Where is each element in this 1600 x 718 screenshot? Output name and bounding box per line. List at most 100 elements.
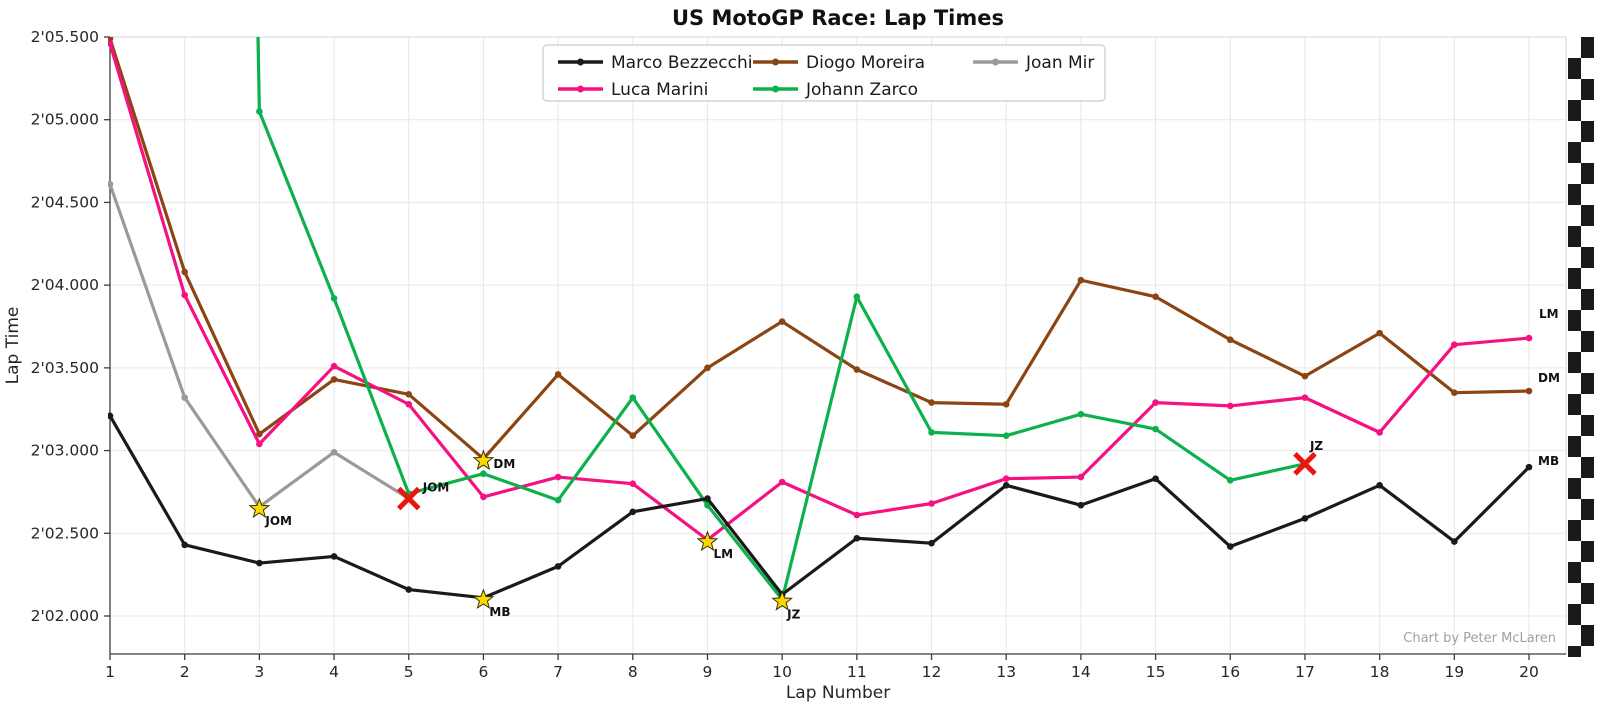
data-point-diogo-moreira xyxy=(330,376,338,383)
data-point-joan-mir xyxy=(108,180,114,188)
legend: Marco Bezzecchi Luca Marini Diogo Moreira J… xyxy=(542,44,1106,102)
data-point-diogo-moreira xyxy=(629,432,637,439)
x-tick-label: 3 xyxy=(254,663,264,681)
data-point-luca-marini xyxy=(1525,334,1533,342)
checker-square xyxy=(1568,604,1581,625)
legend-swatch-marker xyxy=(992,58,999,66)
data-point-diogo-moreira xyxy=(928,399,935,406)
checker-square xyxy=(1568,478,1581,499)
legend-label: Joan Mir xyxy=(1025,53,1094,73)
fastest-lap-star xyxy=(771,590,794,611)
y-tick-label: 2'03.000 xyxy=(31,442,99,460)
x-tick-label: 6 xyxy=(478,663,488,681)
x-tick-label: 19 xyxy=(1444,663,1464,681)
checker-square xyxy=(1581,499,1594,520)
data-point-luca-marini xyxy=(256,440,263,448)
data-point-diogo-moreira xyxy=(1525,387,1533,395)
checker-square xyxy=(1568,352,1581,373)
legend-label: Marco Bezzecchi xyxy=(611,53,752,73)
data-point-marco-bezzecchi xyxy=(330,553,338,560)
data-point-marco-bezzecchi xyxy=(554,563,562,570)
data-point-marco-bezzecchi xyxy=(853,534,861,542)
data-point-marco-bezzecchi xyxy=(405,586,413,593)
x-tick-label: 1 xyxy=(105,663,115,681)
data-point-luca-marini xyxy=(629,480,637,487)
legend-swatch-marker xyxy=(772,85,779,93)
line-end-label: MB xyxy=(1538,454,1559,468)
checker-square xyxy=(1568,58,1581,79)
retirement-x-icon xyxy=(396,486,421,511)
data-point-luca-marini xyxy=(928,500,935,507)
retirement-label: JZ xyxy=(1309,439,1323,453)
fastest-lap-label: DM xyxy=(493,457,515,471)
checker-square xyxy=(1581,37,1594,58)
checker-square xyxy=(1581,583,1594,604)
legend-item-luca-marini: Luca Marini xyxy=(558,80,708,100)
checker-square xyxy=(1581,415,1594,436)
credit-text: Chart by Peter McLaren xyxy=(1403,631,1556,646)
x-tick-label: 12 xyxy=(922,663,942,681)
data-point-joan-mir xyxy=(330,448,338,456)
data-point-diogo-moreira xyxy=(704,364,711,372)
data-point-marco-bezzecchi xyxy=(1376,482,1383,489)
fastest-lap-label: LM xyxy=(713,547,733,561)
data-point-diogo-moreira xyxy=(1077,276,1085,284)
x-axis-label: Lap Number xyxy=(786,683,890,703)
data-point-marco-bezzecchi xyxy=(1002,482,1010,489)
x-tick-label: 9 xyxy=(703,663,713,681)
data-point-diogo-moreira xyxy=(778,318,786,325)
data-point-diogo-moreira xyxy=(1301,372,1309,380)
checker-square xyxy=(1581,121,1594,142)
data-point-diogo-moreira xyxy=(405,391,413,398)
legend-label: Luca Marini xyxy=(611,80,708,100)
checkered-flag-icon xyxy=(1568,37,1594,657)
data-point-johann-zarco xyxy=(1077,410,1085,418)
data-point-marco-bezzecchi xyxy=(1077,501,1085,509)
fastest-lap-label: JOM xyxy=(264,514,292,528)
checker-square xyxy=(1568,394,1581,415)
legend-box xyxy=(542,44,1106,102)
series-line-luca-marini xyxy=(108,42,1531,542)
legend-swatch-marker xyxy=(577,58,584,66)
data-point-johann-zarco xyxy=(629,394,637,401)
data-point-joan-mir xyxy=(181,394,188,401)
data-point-luca-marini xyxy=(181,291,188,299)
legend-swatch-marker xyxy=(772,58,779,66)
checker-square xyxy=(1568,520,1581,541)
checker-square xyxy=(1568,226,1581,247)
x-tick-label: 4 xyxy=(329,663,339,681)
checker-square xyxy=(1568,562,1581,583)
data-point-marco-bezzecchi xyxy=(1226,543,1234,550)
data-point-luca-marini xyxy=(1376,429,1383,436)
x-tick-label: 20 xyxy=(1519,663,1539,681)
data-point-diogo-moreira xyxy=(1376,329,1383,337)
series-group xyxy=(108,37,1533,603)
series-line-johann-zarco xyxy=(256,37,1307,602)
y-axis-label: Lap Time xyxy=(3,307,23,385)
legend-item-joan-mir: Joan Mir xyxy=(973,53,1094,73)
data-point-johann-zarco xyxy=(256,108,263,115)
x-tick-label: 2 xyxy=(180,663,190,681)
y-tick-label: 2'04.000 xyxy=(31,276,99,294)
data-point-luca-marini xyxy=(1226,402,1234,410)
chart-title: US MotoGP Race: Lap Times xyxy=(672,6,1004,30)
data-point-marco-bezzecchi xyxy=(1301,515,1309,522)
line-end-label: DM xyxy=(1538,371,1560,385)
retirement-x-icon xyxy=(1293,452,1317,476)
fastest-lap-label: MB xyxy=(489,605,510,619)
x-tick-label: 18 xyxy=(1370,663,1390,681)
checker-square xyxy=(1581,625,1594,646)
data-point-diogo-moreira xyxy=(554,371,562,378)
data-point-diogo-moreira xyxy=(181,268,188,276)
data-point-luca-marini xyxy=(108,40,114,47)
data-point-diogo-moreira xyxy=(1451,389,1458,396)
x-tick-label: 10 xyxy=(772,663,792,681)
fastest-lap-label: JZ xyxy=(786,607,800,621)
data-point-marco-bezzecchi xyxy=(256,559,263,567)
checker-square xyxy=(1568,184,1581,205)
x-tick-label: 5 xyxy=(404,663,414,681)
x-tick-label: 15 xyxy=(1146,663,1166,681)
legend-swatch-marker xyxy=(577,85,584,93)
